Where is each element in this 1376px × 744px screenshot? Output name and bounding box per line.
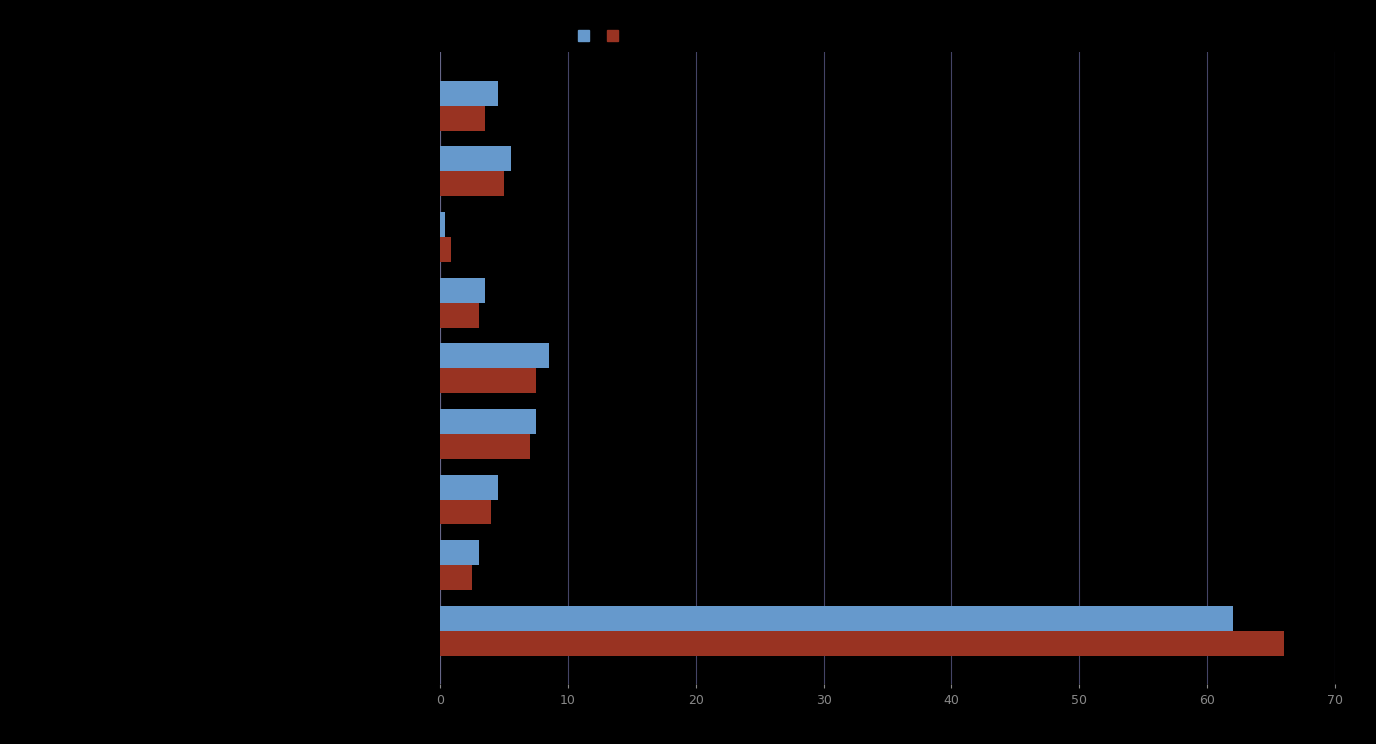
Bar	[440, 212, 446, 237]
Legend: , : ,	[578, 29, 629, 43]
Bar	[440, 499, 491, 525]
Bar	[440, 409, 537, 434]
Bar	[440, 631, 1284, 655]
Bar	[440, 303, 479, 327]
Bar	[440, 343, 549, 368]
Bar	[440, 540, 479, 565]
Bar	[440, 434, 530, 459]
Bar	[440, 475, 498, 499]
Bar	[440, 237, 450, 262]
Bar	[440, 106, 484, 131]
Bar	[440, 278, 484, 303]
Bar	[440, 606, 1233, 631]
Bar	[440, 171, 504, 196]
Bar	[440, 565, 472, 590]
Bar	[440, 81, 498, 106]
Bar	[440, 368, 537, 394]
Bar	[440, 147, 510, 171]
